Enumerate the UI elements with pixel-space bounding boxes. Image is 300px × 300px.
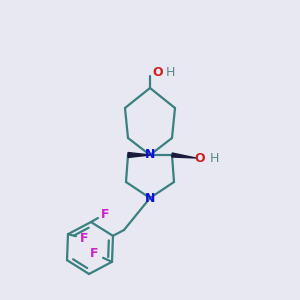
Text: H: H (209, 152, 219, 164)
Polygon shape (172, 153, 196, 158)
Text: F: F (80, 232, 88, 245)
Text: N: N (145, 148, 155, 161)
Text: O: O (153, 65, 163, 79)
Text: F: F (101, 208, 109, 220)
Polygon shape (128, 152, 150, 158)
Text: O: O (195, 152, 205, 164)
Text: F: F (90, 247, 98, 260)
Text: H: H (165, 65, 175, 79)
Text: N: N (145, 191, 155, 205)
